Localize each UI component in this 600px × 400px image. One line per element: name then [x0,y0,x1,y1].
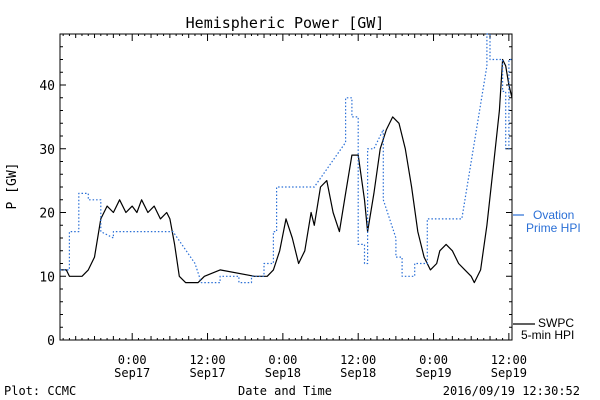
y-tick-label: 0 [47,334,55,349]
y-tick-label: 10 [39,270,55,285]
x-tick-time: 12:00 [189,353,225,367]
x-tick-date: Sep17 [114,366,150,380]
plot-credit: Plot: CCMC [4,384,76,398]
y-tick-label: 40 [39,79,55,94]
series-line-swpc [60,58,513,284]
axes-group: 0102030400:00Sep1712:00Sep170:00Sep1812:… [39,33,527,380]
legend-swpc-label-line2: 5-min HPI [521,328,574,342]
x-tick-time: 12:00 [340,353,376,367]
x-tick-date: Sep19 [491,366,527,380]
legend-ovation: Ovation Prime HPI [513,208,581,235]
plot-timestamp: 2016/09/19 12:30:52 [443,384,580,398]
legend-ovation-label-line1: Ovation [533,208,574,222]
legend-swpc: SWPC 5-min HPI [513,316,574,342]
x-tick-date: Sep18 [340,366,376,380]
x-tick-date: Sep19 [415,366,451,380]
legend-swpc-label-line1: SWPC [538,316,574,330]
x-tick-time: 0:00 [419,353,448,367]
x-axis-label: Date and Time [238,384,332,398]
legend-ovation-label-line2: Prime HPI [526,221,581,235]
x-tick-time: 12:00 [491,353,527,367]
chart-title: Hemispheric Power [GW] [186,14,385,32]
x-tick-date: Sep17 [189,366,225,380]
x-tick-date: Sep18 [265,366,301,380]
series-layer [60,33,513,284]
y-axis-label: P [GW] [5,163,20,210]
y-tick-label: 30 [39,143,55,158]
series-line-ovation [60,33,512,284]
x-tick-time: 0:00 [118,353,147,367]
x-tick-time: 0:00 [268,353,297,367]
y-tick-label: 20 [39,207,55,222]
